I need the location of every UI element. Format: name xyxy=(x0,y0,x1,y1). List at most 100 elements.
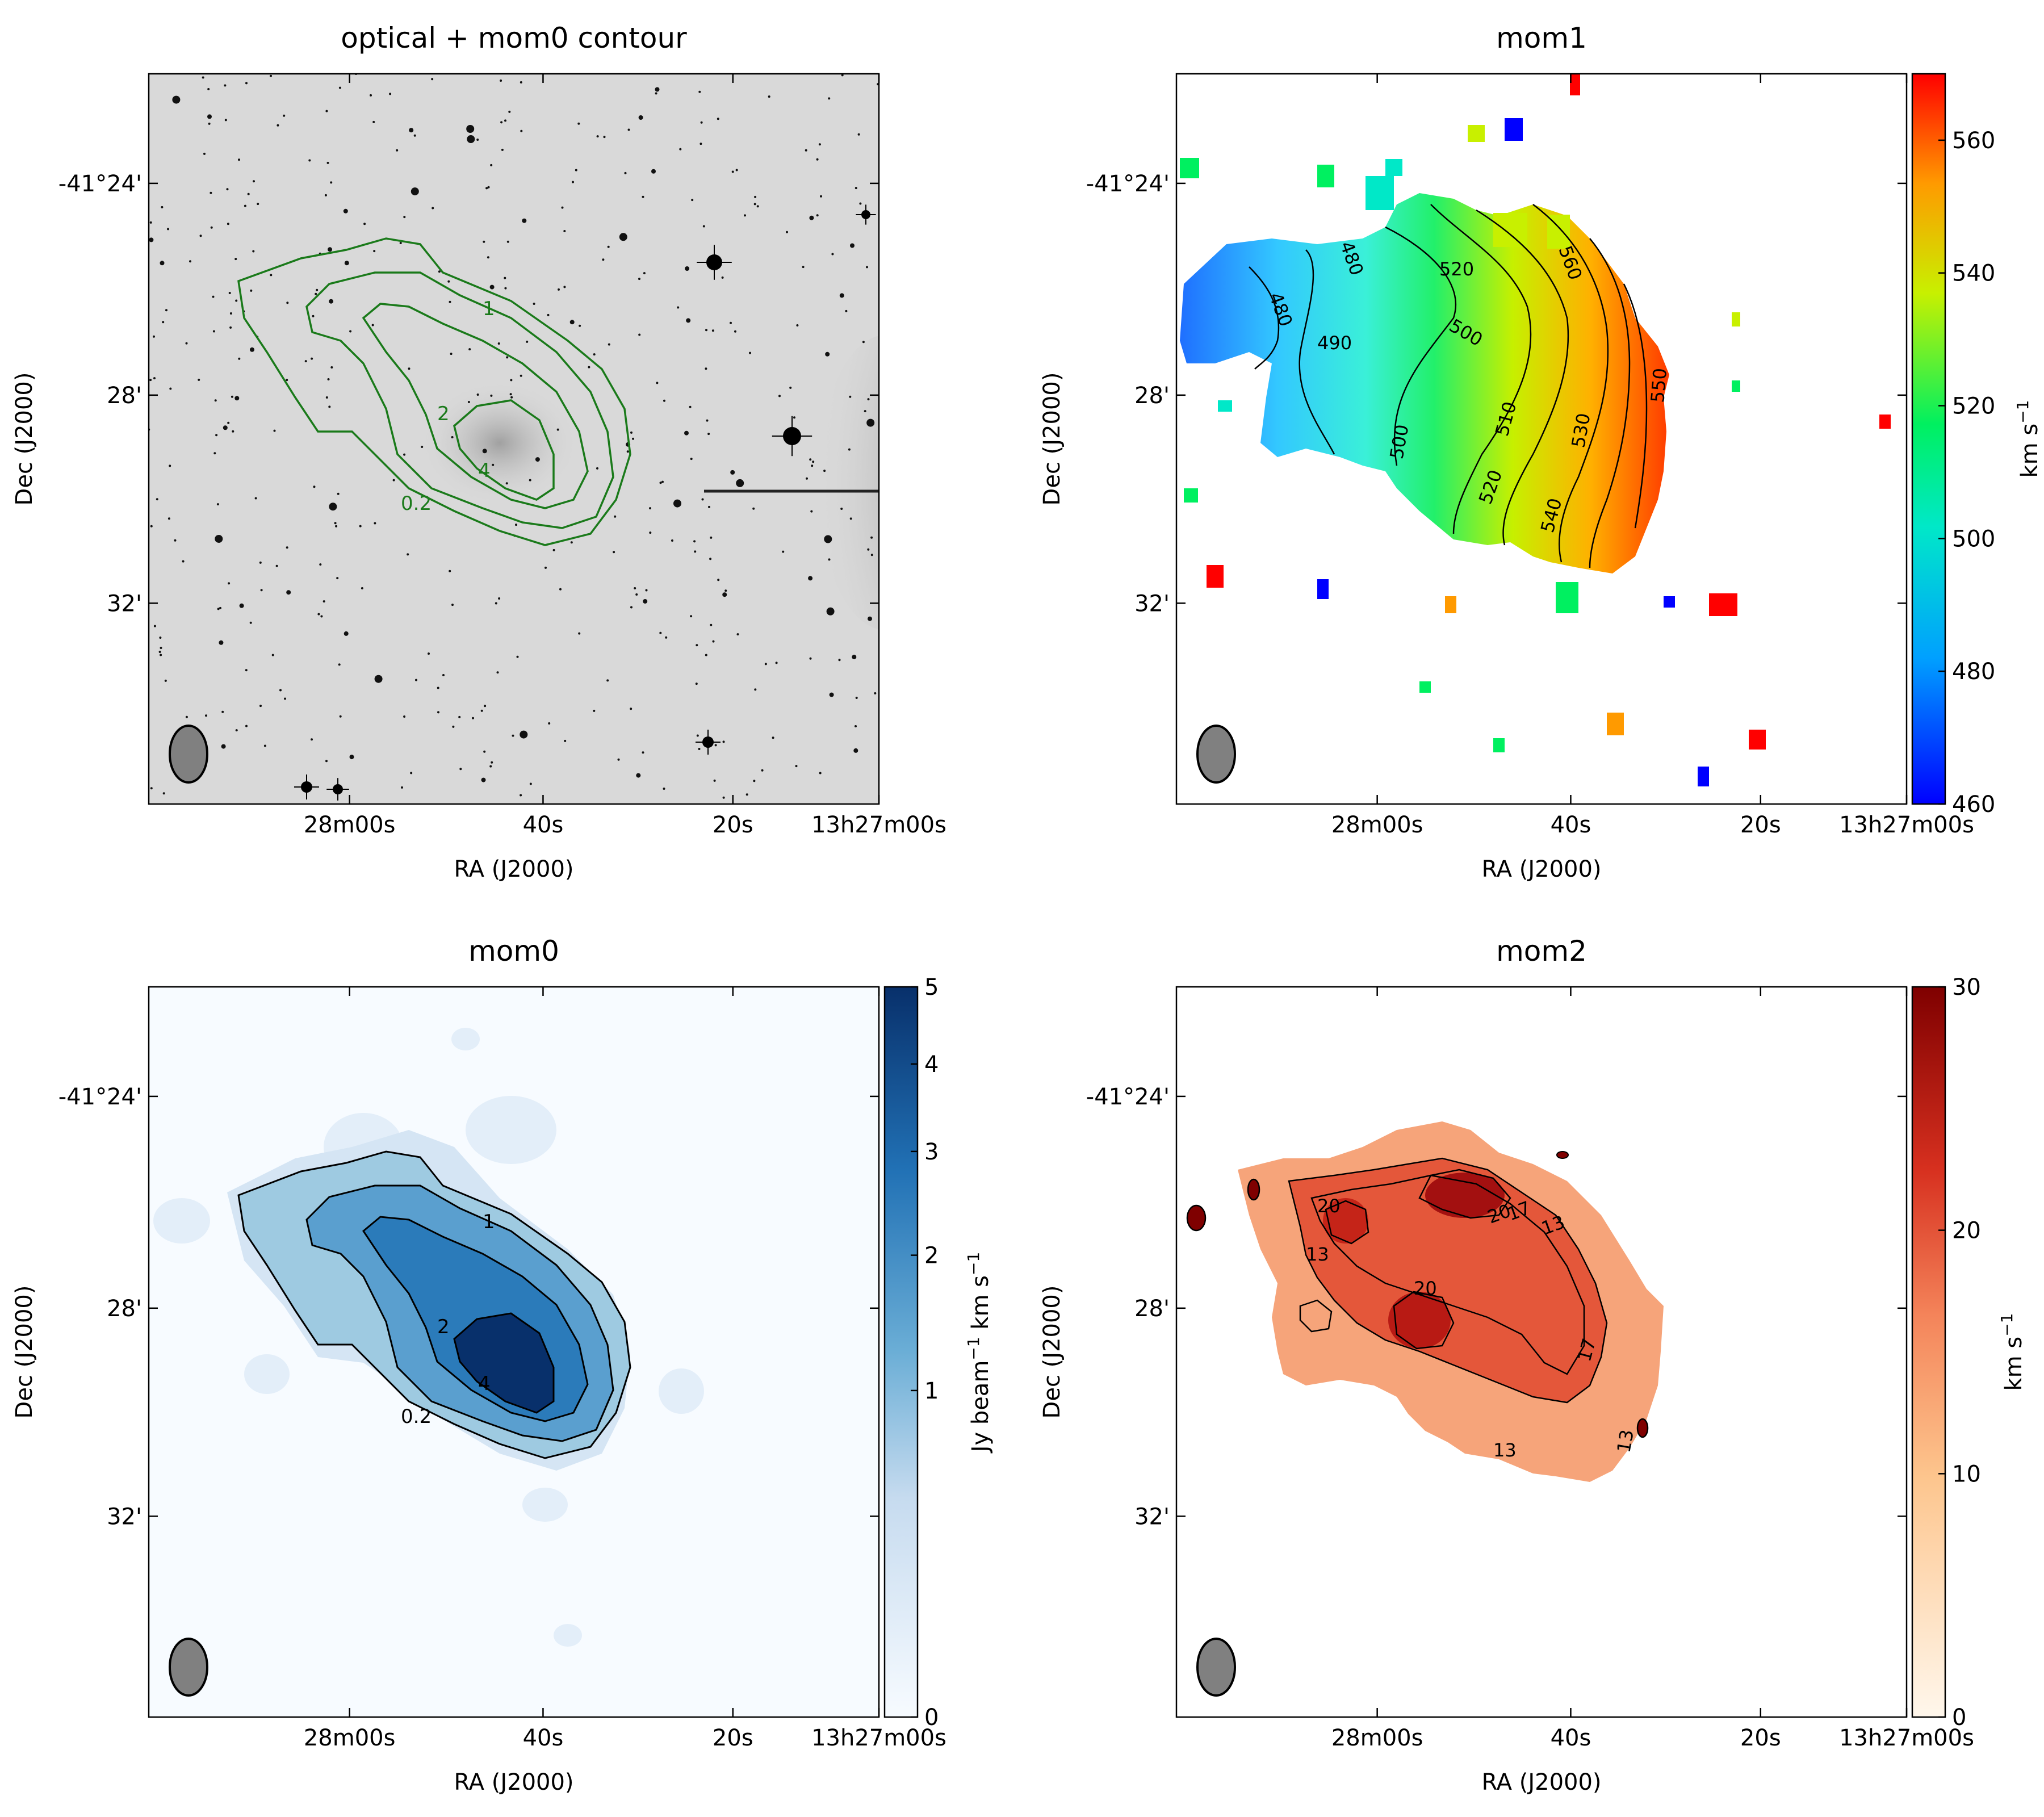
x-tick-label: 20s xyxy=(1740,1725,1781,1751)
contour-500 xyxy=(1385,226,1457,466)
star xyxy=(736,479,744,487)
contour-labels: 1 2 4 0.2 xyxy=(401,1211,495,1428)
star xyxy=(349,755,354,760)
star xyxy=(250,347,254,352)
star xyxy=(840,508,843,510)
colorbar-tick-label: 480 xyxy=(1952,659,1995,685)
star xyxy=(693,540,696,543)
star xyxy=(245,725,248,727)
panel-mom2: mom2 20 13 20 17 xyxy=(1039,935,2027,1795)
star xyxy=(569,320,575,325)
star xyxy=(563,230,566,232)
star xyxy=(614,515,617,518)
star xyxy=(635,593,638,596)
star xyxy=(482,449,487,454)
contour-17 xyxy=(1310,1174,1585,1375)
x-tick-label: 20s xyxy=(713,1725,753,1751)
star xyxy=(736,633,739,636)
star xyxy=(864,410,866,413)
star xyxy=(848,448,851,451)
x-tick-label: 13h27m00s xyxy=(1839,812,1974,838)
contour-0.2 xyxy=(237,1150,631,1459)
star xyxy=(329,299,334,304)
star xyxy=(663,399,665,402)
star xyxy=(764,663,767,665)
star xyxy=(339,715,342,718)
y-tick-label: -41°24' xyxy=(58,1084,142,1110)
star xyxy=(816,158,819,161)
dispersion-peak xyxy=(1323,1198,1368,1244)
star xyxy=(533,303,535,305)
star xyxy=(437,686,439,689)
blob xyxy=(1698,767,1709,786)
star xyxy=(630,707,633,710)
blob xyxy=(1607,713,1624,735)
star xyxy=(866,418,875,427)
star xyxy=(709,558,712,560)
star xyxy=(252,250,255,253)
star xyxy=(679,148,682,150)
star xyxy=(403,715,406,718)
star xyxy=(396,149,399,152)
contour-2 xyxy=(362,1216,589,1422)
star xyxy=(495,602,497,605)
star xyxy=(721,276,724,279)
star xyxy=(215,535,223,543)
star xyxy=(172,95,181,104)
star xyxy=(228,292,231,294)
star xyxy=(707,433,710,436)
contour-label: 2 xyxy=(437,1316,450,1338)
star xyxy=(497,342,500,345)
star xyxy=(855,725,857,727)
star xyxy=(437,711,439,714)
star xyxy=(476,139,479,141)
star xyxy=(690,615,693,618)
star xyxy=(174,539,177,542)
star xyxy=(338,86,341,89)
star xyxy=(819,772,822,774)
star xyxy=(286,302,289,304)
star xyxy=(698,748,701,750)
star xyxy=(319,563,322,566)
star xyxy=(686,318,691,323)
contour-490 xyxy=(1299,249,1335,455)
star xyxy=(548,722,551,725)
star xyxy=(617,758,620,761)
star xyxy=(501,148,504,151)
star xyxy=(744,214,746,217)
star xyxy=(627,128,630,131)
star xyxy=(754,688,757,691)
star xyxy=(224,84,227,87)
star xyxy=(526,340,529,343)
star xyxy=(234,258,237,261)
dispersion-blob xyxy=(1247,1178,1260,1201)
star xyxy=(778,395,781,397)
star xyxy=(329,503,337,511)
star xyxy=(389,93,392,95)
star xyxy=(500,121,503,124)
contour-540 xyxy=(1589,238,1631,568)
star xyxy=(868,616,872,621)
star xyxy=(165,309,167,312)
star xyxy=(811,464,814,467)
star xyxy=(506,240,509,243)
star xyxy=(162,792,165,795)
star xyxy=(199,235,202,237)
star xyxy=(561,206,564,209)
star xyxy=(313,485,316,488)
y-tick-label: -41°24' xyxy=(58,171,142,197)
star xyxy=(286,590,291,595)
star xyxy=(696,644,698,647)
star xyxy=(490,394,493,397)
star xyxy=(232,430,234,433)
noise-patch xyxy=(451,1028,480,1050)
star xyxy=(316,288,319,291)
contour-label: 1 xyxy=(483,298,495,320)
x-axis-label: RA (J2000) xyxy=(1481,1769,1601,1795)
axes-frame xyxy=(148,986,880,1718)
panel-mom0: mom0 xyxy=(11,935,994,1795)
star xyxy=(874,692,877,694)
star xyxy=(330,366,333,369)
star xyxy=(700,121,703,124)
